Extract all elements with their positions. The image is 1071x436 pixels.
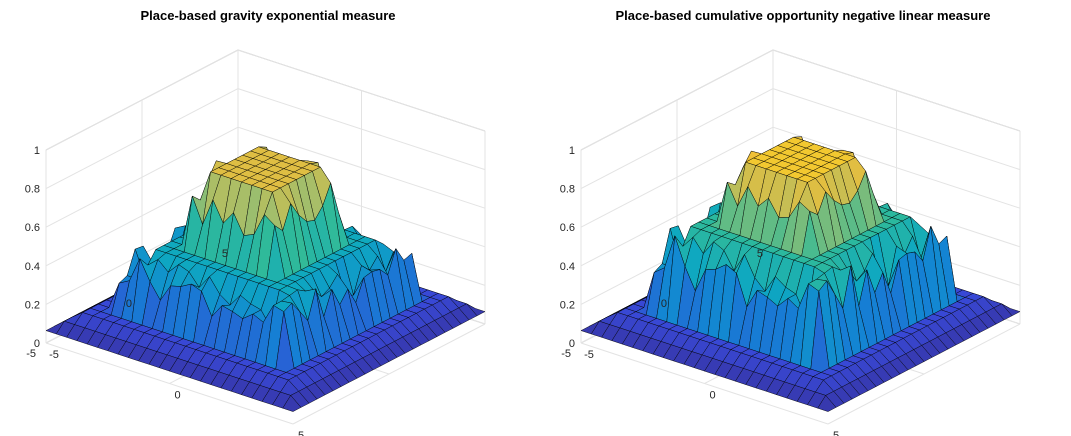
x-tick-label: -5 [49,349,59,361]
z-tick-label: 0 [569,338,575,350]
chart-title-left: Place-based gravity exponential measure [140,8,396,23]
z-tick-label: 0.6 [25,222,40,234]
z-tick-label: 0.2 [25,299,40,311]
y-tick-label: 0 [126,298,132,310]
surface-patch [282,394,302,412]
y-tick-label: 0 [661,298,667,310]
surface-right [580,135,1021,412]
z-tick-label: 0.2 [560,299,575,311]
z-tick-label: 0.4 [560,261,575,273]
z-tick-label: 1 [569,145,575,157]
y-tick-label: -5 [561,348,571,360]
y-tick-label: 5 [222,248,228,260]
chart-panel-left: 0 0.2 0.4 0.6 0.8 1 -5 0 5 -5 0 5 Place-based gravi… [25,8,486,436]
tick-labels-left: 00.20.40.60.81-505-505 [25,145,304,436]
surface-chart-left: 00.20.40.60.81-505-505 [25,49,486,436]
surface-chart-right: 00.20.40.60.81-505-505 [560,49,1021,436]
z-tick-label: 0.8 [25,184,40,196]
x-tick-label: -5 [584,349,594,361]
z-tick-label: 0.8 [560,184,575,196]
y-tick-label: -5 [26,348,36,360]
surface-left [45,146,486,412]
chart-panel-right: 0 0.2 0.4 0.6 0.8 1 -5 0 5 -5 0 5 Place-based cumul… [535,0,1071,436]
chart-title-right: Place-based cumulative opportunity negat… [615,8,991,23]
tick-labels-right: 00.20.40.60.81-505-505 [560,145,839,436]
x-tick-label: 5 [833,430,839,436]
surface-patch [817,394,837,412]
z-tick-label: 0.6 [560,222,575,234]
z-tick-label: 0 [34,338,40,350]
y-tick-label: 5 [757,248,763,260]
z-tick-label: 1 [34,145,40,157]
x-tick-label: 0 [174,390,180,402]
x-tick-label: 0 [709,390,715,402]
x-tick-label: 5 [298,430,304,436]
z-tick-label: 0.4 [25,261,40,273]
